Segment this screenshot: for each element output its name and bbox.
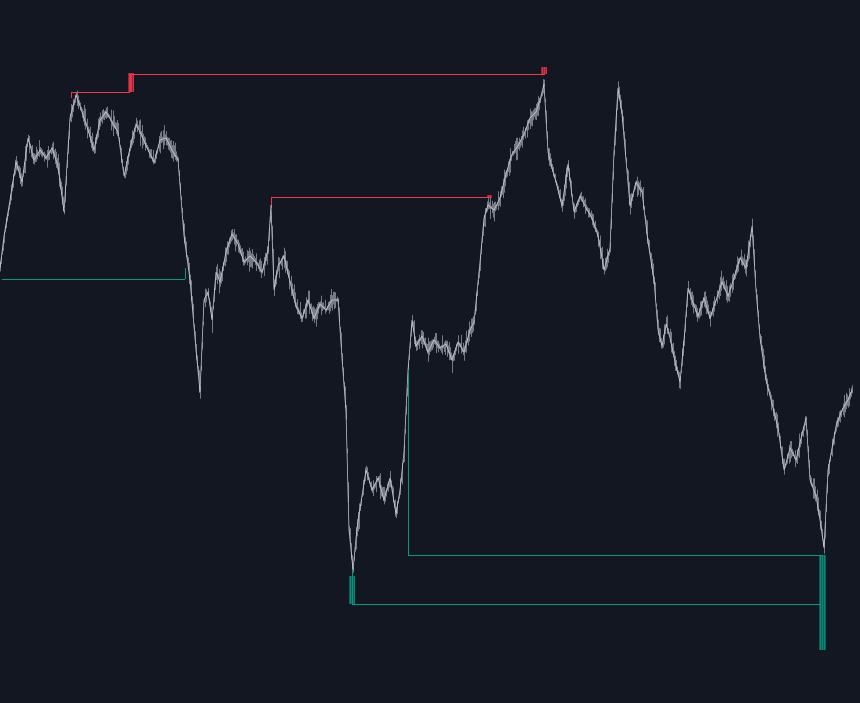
- support-zone: [819, 555, 826, 650]
- resistance-zone-fill: [128, 73, 134, 92]
- resistance-zone: [487, 195, 492, 198]
- price-line: [0, 83, 853, 571]
- sr-levels: [2, 74, 822, 605]
- sr-zones: [128, 67, 826, 650]
- resistance-zone-fill: [541, 67, 547, 74]
- resistance-zone: [128, 73, 134, 92]
- resistance-zone: [541, 67, 547, 74]
- support-zone-fill: [349, 576, 355, 604]
- price-series: [0, 79, 853, 573]
- resistance-zone-fill: [487, 195, 492, 198]
- support-zone: [349, 576, 355, 604]
